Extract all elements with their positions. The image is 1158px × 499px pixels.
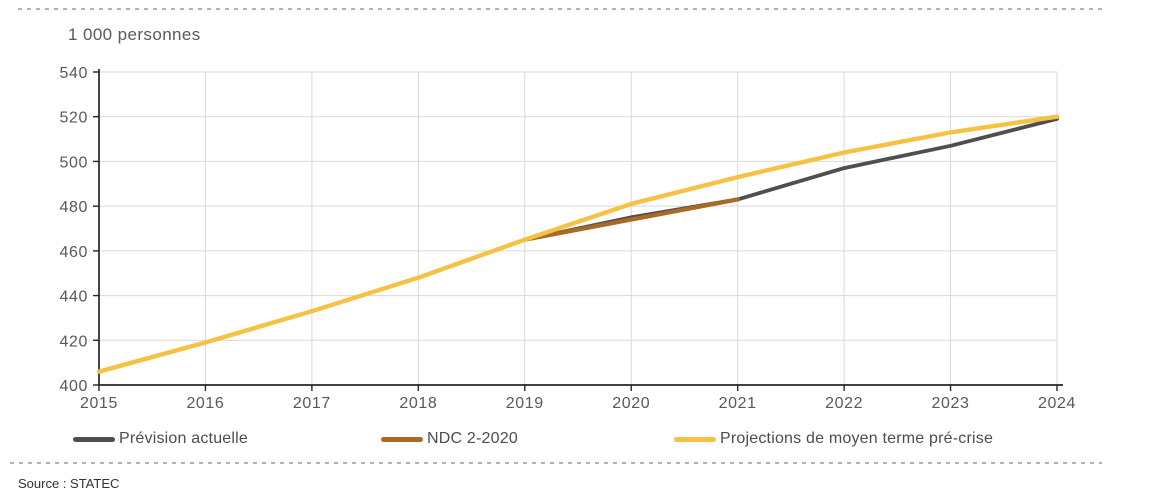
legend-label-prevision: Prévision actuelle	[119, 430, 248, 447]
x-tick-label: 2019	[506, 395, 544, 412]
bottom-dashed-rule	[10, 462, 1102, 464]
x-tick-label: 2021	[719, 395, 757, 412]
legend: Prévision actuelle NDC 2-2020 Projection…	[0, 430, 1158, 450]
x-tick-label: 2020	[612, 395, 650, 412]
y-tick-label: 400	[60, 378, 89, 395]
y-tick-label: 480	[60, 199, 89, 216]
tick-labels: 400 420 440 460 480 500 520 540 2015 2016 2017 2018…	[60, 65, 1076, 412]
series-line-1	[522, 197, 740, 242]
y-tick-label: 440	[60, 289, 89, 306]
y-tick-label: 460	[60, 244, 89, 261]
x-tick-label: 2015	[80, 395, 118, 412]
y-tick-label: 540	[60, 65, 89, 82]
source-note: Source : STATEC	[18, 476, 120, 491]
x-tick-label: 2024	[1038, 395, 1076, 412]
top-dashed-rule	[18, 8, 1102, 10]
x-tick-label: 2017	[293, 395, 331, 412]
x-tick-label: 2023	[932, 395, 970, 412]
legend-label-projections: Projections de moyen terme pré-crise	[720, 430, 994, 447]
legend-entry-ndc: NDC 2-2020	[381, 430, 518, 448]
x-tick-label: 2018	[399, 395, 437, 412]
y-tick-label: 500	[60, 154, 89, 171]
legend-entry-projections: Projections de moyen terme pré-crise	[674, 430, 993, 448]
gridlines	[99, 71, 1058, 385]
x-tick-label: 2022	[825, 395, 863, 412]
legend-swatch-prevision	[73, 436, 115, 442]
series-line-2	[96, 114, 1060, 374]
legend-swatch-ndc	[381, 436, 423, 442]
y-tick-label: 520	[60, 110, 89, 127]
series-lines	[96, 114, 1060, 374]
axes	[93, 69, 1063, 391]
legend-label-ndc: NDC 2-2020	[427, 430, 518, 447]
legend-swatch-projections	[674, 436, 716, 442]
y-tick-label: 420	[60, 333, 89, 350]
chart-canvas: 400 420 440 460 480 500 520 540 2015 2016 2017 2018…	[60, 65, 1076, 412]
legend-entry-prevision: Prévision actuelle	[73, 430, 248, 448]
x-tick-label: 2016	[186, 395, 224, 412]
chart-title: 1 000 personnes	[68, 25, 201, 44]
